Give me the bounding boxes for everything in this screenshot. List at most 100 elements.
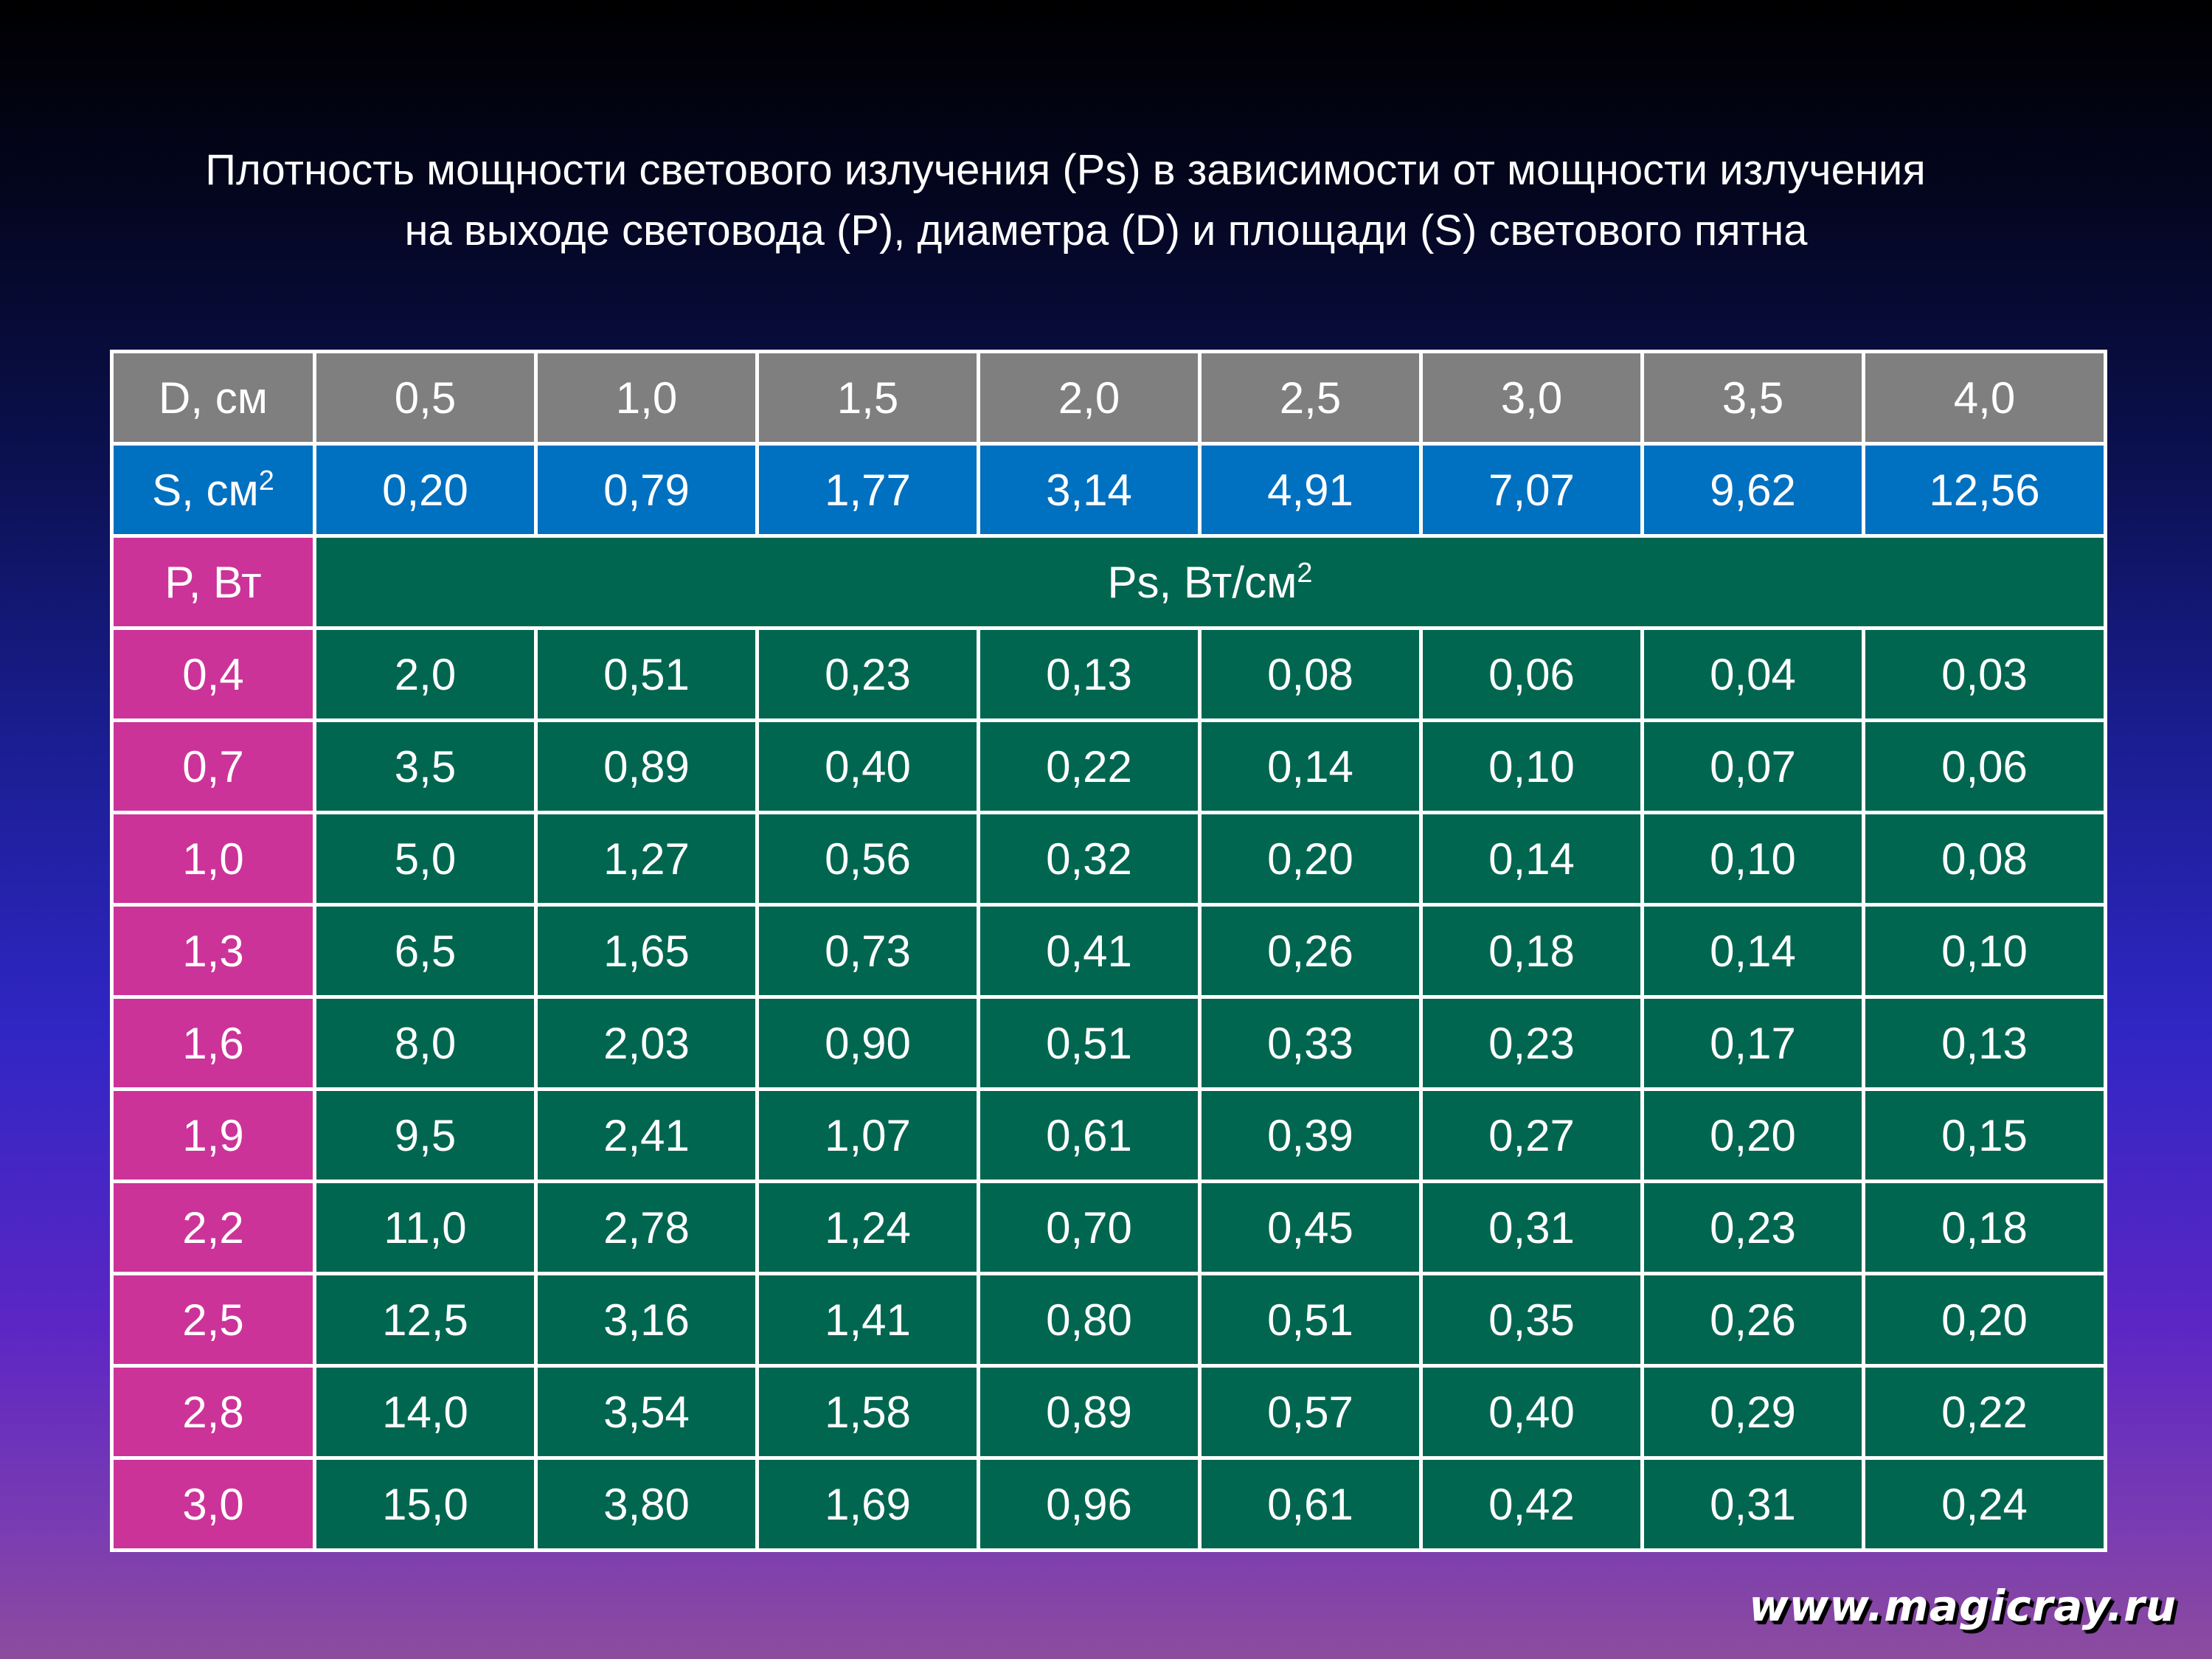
power-density-value: 0,32 bbox=[977, 811, 1202, 907]
power-density-value: 0,07 bbox=[1640, 718, 1865, 814]
power-density-value: 0,51 bbox=[534, 626, 759, 722]
power-density-value: 0,08 bbox=[1862, 811, 2107, 907]
power-density-value: 5,0 bbox=[313, 811, 538, 907]
power-density-value: 0,18 bbox=[1419, 903, 1644, 999]
area-row: S, см2 0,20 0,79 1,77 3,14 4,91 7,07 9,6… bbox=[110, 442, 2107, 538]
table-row: 1,6 8,0 2,03 0,90 0,51 0,33 0,23 0,17 0,13 bbox=[110, 995, 2107, 1091]
power-value: 2,2 bbox=[110, 1180, 316, 1275]
power-density-value: 2,03 bbox=[534, 995, 759, 1091]
power-density-value: 0,10 bbox=[1640, 811, 1865, 907]
power-density-value: 14,0 bbox=[313, 1364, 538, 1460]
power-density-value: 2,0 bbox=[313, 626, 538, 722]
power-density-value: 0,39 bbox=[1198, 1087, 1423, 1183]
power-density-value: 0,08 bbox=[1198, 626, 1423, 722]
area-label: S, см2 bbox=[110, 442, 316, 538]
power-value: 1,6 bbox=[110, 995, 316, 1091]
power-density-value: 0,03 bbox=[1862, 626, 2107, 722]
website-watermark: www.magicray.ru bbox=[1749, 1581, 2177, 1631]
area-value: 12,56 bbox=[1862, 442, 2107, 538]
power-header-row: P, Вт Ps, Вт/см2 bbox=[110, 534, 2107, 630]
power-density-value: 0,89 bbox=[977, 1364, 1202, 1460]
power-density-value: 0,14 bbox=[1198, 718, 1423, 814]
area-label-text: S, см bbox=[152, 465, 259, 515]
power-density-value: 9,5 bbox=[313, 1087, 538, 1183]
power-value: 2,8 bbox=[110, 1364, 316, 1460]
power-density-label-text: Ps, Вт/см bbox=[1107, 557, 1297, 607]
power-density-value: 0,45 bbox=[1198, 1180, 1423, 1275]
area-value: 1,77 bbox=[755, 442, 980, 538]
power-density-value: 1,24 bbox=[755, 1180, 980, 1275]
power-density-value: 0,27 bbox=[1419, 1087, 1644, 1183]
power-density-value: 1,07 bbox=[755, 1087, 980, 1183]
power-density-value: 0,14 bbox=[1419, 811, 1644, 907]
slide-title: Плотность мощности светового излучения (… bbox=[0, 140, 2212, 261]
power-density-value: 0,18 bbox=[1862, 1180, 2107, 1275]
power-density-value: 0,29 bbox=[1640, 1364, 1865, 1460]
diameter-value: 3,5 bbox=[1640, 350, 1865, 446]
power-density-value: 1,65 bbox=[534, 903, 759, 999]
power-density-value: 0,33 bbox=[1198, 995, 1423, 1091]
diameter-label: D, см bbox=[110, 350, 316, 446]
area-value: 4,91 bbox=[1198, 442, 1423, 538]
table-row: 0,7 3,5 0,89 0,40 0,22 0,14 0,10 0,07 0,06 bbox=[110, 718, 2107, 814]
power-density-value: 0,22 bbox=[1862, 1364, 2107, 1460]
power-density-value: 0,42 bbox=[1419, 1456, 1644, 1552]
power-density-value: 1,69 bbox=[755, 1456, 980, 1552]
power-value: 2,5 bbox=[110, 1272, 316, 1368]
power-density-value: 0,13 bbox=[977, 626, 1202, 722]
power-density-value: 0,57 bbox=[1198, 1364, 1423, 1460]
area-value: 9,62 bbox=[1640, 442, 1865, 538]
power-density-value: 0,24 bbox=[1862, 1456, 2107, 1552]
power-density-value: 3,5 bbox=[313, 718, 538, 814]
table-row: 3,0 15,0 3,80 1,69 0,96 0,61 0,42 0,31 0,24 bbox=[110, 1456, 2107, 1552]
table-row: 1,3 6,5 1,65 0,73 0,41 0,26 0,18 0,14 0,10 bbox=[110, 903, 2107, 999]
power-density-value: 0,15 bbox=[1862, 1087, 2107, 1183]
power-density-value: 0,96 bbox=[977, 1456, 1202, 1552]
power-density-value: 0,90 bbox=[755, 995, 980, 1091]
power-density-value: 11,0 bbox=[313, 1180, 538, 1275]
table-row: 0,4 2,0 0,51 0,23 0,13 0,08 0,06 0,04 0,03 bbox=[110, 626, 2107, 722]
power-density-value: 0,26 bbox=[1640, 1272, 1865, 1368]
power-value: 0,7 bbox=[110, 718, 316, 814]
power-density-value: 0,20 bbox=[1640, 1087, 1865, 1183]
power-density-value: 1,58 bbox=[755, 1364, 980, 1460]
power-density-value: 3,54 bbox=[534, 1364, 759, 1460]
power-density-value: 0,73 bbox=[755, 903, 980, 999]
power-density-label: Ps, Вт/см2 bbox=[313, 534, 2107, 630]
power-value: 3,0 bbox=[110, 1456, 316, 1552]
table-row: 2,8 14,0 3,54 1,58 0,89 0,57 0,40 0,29 0,22 bbox=[110, 1364, 2107, 1460]
diameter-value: 1,0 bbox=[534, 350, 759, 446]
area-label-superscript: 2 bbox=[258, 465, 274, 496]
power-density-value: 6,5 bbox=[313, 903, 538, 999]
power-density-value: 0,13 bbox=[1862, 995, 2107, 1091]
power-density-value: 2,78 bbox=[534, 1180, 759, 1275]
power-density-table: D, см 0,5 1,0 1,5 2,0 2,5 3,0 3,5 4,0 S,… bbox=[110, 350, 2107, 1552]
diameter-value: 3,0 bbox=[1419, 350, 1644, 446]
power-density-value: 8,0 bbox=[313, 995, 538, 1091]
power-density-value: 0,40 bbox=[755, 718, 980, 814]
power-density-value: 2,41 bbox=[534, 1087, 759, 1183]
power-density-value: 0,31 bbox=[1419, 1180, 1644, 1275]
area-value: 3,14 bbox=[977, 442, 1202, 538]
power-density-value: 0,06 bbox=[1862, 718, 2107, 814]
diameter-value: 4,0 bbox=[1862, 350, 2107, 446]
power-label: P, Вт bbox=[110, 534, 316, 630]
power-density-value: 0,51 bbox=[977, 995, 1202, 1091]
power-value: 1,0 bbox=[110, 811, 316, 907]
area-value: 7,07 bbox=[1419, 442, 1644, 538]
power-value: 1,9 bbox=[110, 1087, 316, 1183]
power-density-value: 0,20 bbox=[1862, 1272, 2107, 1368]
power-density-value: 0,70 bbox=[977, 1180, 1202, 1275]
title-line-2: на выходе световода (P), диаметра (D) и … bbox=[404, 207, 1808, 254]
diameter-value: 1,5 bbox=[755, 350, 980, 446]
diameter-row: D, см 0,5 1,0 1,5 2,0 2,5 3,0 3,5 4,0 bbox=[110, 350, 2107, 446]
power-density-value: 0,31 bbox=[1640, 1456, 1865, 1552]
table-row: 2,5 12,5 3,16 1,41 0,80 0,51 0,35 0,26 0,20 bbox=[110, 1272, 2107, 1368]
power-density-value: 0,41 bbox=[977, 903, 1202, 999]
power-density-value: 0,40 bbox=[1419, 1364, 1644, 1460]
power-density-value: 0,10 bbox=[1862, 903, 2107, 999]
power-density-value: 15,0 bbox=[313, 1456, 538, 1552]
power-density-value: 0,80 bbox=[977, 1272, 1202, 1368]
power-density-value: 3,80 bbox=[534, 1456, 759, 1552]
power-density-value: 0,17 bbox=[1640, 995, 1865, 1091]
